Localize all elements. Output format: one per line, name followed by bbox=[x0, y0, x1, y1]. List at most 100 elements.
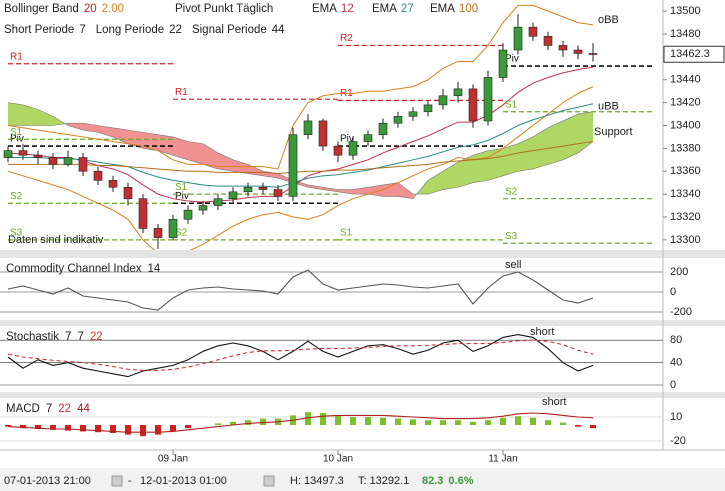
hist-bar bbox=[530, 417, 536, 425]
y-tick-label: 13340 bbox=[670, 188, 701, 200]
hist-bar bbox=[35, 425, 41, 429]
pivot-label: R2 bbox=[340, 33, 353, 44]
indicator-line bbox=[7, 334, 594, 378]
value: 13497.3 bbox=[304, 475, 344, 487]
candle-body bbox=[288, 134, 298, 197]
y-tick-label: 80 bbox=[670, 334, 682, 346]
cloud-segment bbox=[368, 184, 383, 197]
candle-body bbox=[78, 157, 88, 172]
value: 0.6% bbox=[448, 475, 473, 487]
label: Signal Periode bbox=[192, 24, 267, 36]
pivot-label: S2 bbox=[505, 186, 518, 197]
pivot-label: S1 bbox=[340, 227, 353, 238]
cloud-segment bbox=[38, 109, 53, 126]
cloud-span-b bbox=[8, 122, 594, 195]
hist-bar bbox=[155, 425, 161, 435]
param: 27 bbox=[401, 3, 414, 15]
y-tick-label: -20 bbox=[670, 435, 686, 447]
indicator-line bbox=[7, 269, 594, 311]
label: Bollinger Band bbox=[4, 3, 79, 15]
candle-body bbox=[3, 150, 13, 158]
hist-bar bbox=[545, 420, 551, 425]
hist-bar bbox=[365, 417, 371, 425]
candle-body bbox=[348, 141, 358, 156]
indicator-header: Bollinger Band 20 2.00 bbox=[4, 3, 124, 15]
y-tick-label: 13420 bbox=[670, 97, 701, 109]
disclaimer: Daten sind indikativ bbox=[8, 234, 104, 246]
label: MACD bbox=[6, 403, 40, 415]
cloud-segment bbox=[338, 189, 353, 195]
hist-bar bbox=[50, 425, 56, 430]
param: 14 bbox=[148, 263, 161, 275]
hist-bar bbox=[140, 425, 146, 437]
pivot-label: Piv bbox=[175, 191, 189, 202]
period-header: Short Periode 7 Long Periode 22 Signal Perio… bbox=[4, 24, 285, 36]
hist-bar bbox=[470, 421, 476, 425]
candle-body bbox=[243, 186, 253, 193]
y-tick-label: 10 bbox=[670, 411, 682, 423]
candle-body bbox=[93, 170, 103, 181]
cloud-segment bbox=[23, 104, 38, 126]
candle-body bbox=[423, 104, 433, 113]
last-price: 13462.3 bbox=[670, 48, 710, 60]
param: 44 bbox=[272, 24, 285, 36]
cloud-segment bbox=[503, 143, 518, 176]
param: 44 bbox=[77, 403, 90, 415]
param: 7 bbox=[46, 403, 52, 415]
hist-bar bbox=[440, 420, 446, 425]
label: EMA bbox=[372, 3, 397, 15]
indicator-line bbox=[7, 4, 594, 170]
pivot-label: S3 bbox=[505, 231, 518, 242]
x-tick-label: 10 Jan bbox=[323, 454, 353, 465]
hist-bar bbox=[245, 420, 251, 425]
overlay: oBB uBB bbox=[598, 14, 619, 113]
hist-bar bbox=[515, 416, 521, 425]
calendar-icon[interactable] bbox=[111, 475, 123, 487]
hist-bar bbox=[95, 425, 101, 433]
param: 22 bbox=[169, 24, 182, 36]
value: 13292.1 bbox=[370, 475, 410, 487]
y-tick-label: 40 bbox=[670, 357, 682, 369]
param: 22 bbox=[90, 331, 103, 343]
footer-bar bbox=[0, 468, 725, 491]
y-tick-label: -200 bbox=[670, 306, 692, 318]
hist-bar bbox=[575, 425, 581, 427]
separator-dash: - bbox=[128, 475, 132, 487]
cloud-segment bbox=[308, 184, 323, 190]
annotation: short bbox=[530, 326, 554, 338]
cloud-segment bbox=[248, 164, 263, 176]
cloud-segment bbox=[68, 123, 83, 131]
hist-bar bbox=[395, 418, 401, 425]
separator bbox=[0, 250, 725, 258]
candle-body bbox=[318, 120, 328, 147]
cloud-segment bbox=[428, 171, 443, 195]
param: 100 bbox=[459, 3, 478, 15]
hist-bar bbox=[335, 415, 341, 425]
candle-body bbox=[483, 77, 493, 122]
x-tick-label: 11 Jan bbox=[488, 454, 517, 465]
candle-body bbox=[543, 36, 553, 46]
hist-bar bbox=[230, 421, 236, 425]
candle-body bbox=[63, 157, 73, 165]
cloud-segment bbox=[578, 111, 593, 153]
cloud-segment bbox=[488, 148, 503, 181]
x-tick-label: 09 Jan bbox=[158, 454, 188, 465]
param: 20 bbox=[84, 3, 97, 15]
label: EMA bbox=[312, 3, 337, 15]
candle-body bbox=[438, 95, 448, 106]
indicator-line bbox=[7, 412, 594, 433]
candle-body bbox=[363, 134, 373, 142]
calendar-icon[interactable] bbox=[263, 475, 275, 487]
pivot-label: Piv bbox=[340, 134, 354, 145]
hist-bar bbox=[20, 425, 26, 429]
candle-body bbox=[18, 150, 28, 156]
candle-body bbox=[513, 26, 523, 51]
label: EMA bbox=[430, 3, 455, 15]
low: T: 13292.1 bbox=[358, 475, 409, 487]
param: 22 bbox=[58, 403, 71, 415]
y-tick-label: 13300 bbox=[670, 234, 701, 246]
candle-body bbox=[258, 186, 268, 190]
param: 12 bbox=[341, 3, 354, 15]
ema-header: EMA 27 bbox=[372, 3, 414, 15]
